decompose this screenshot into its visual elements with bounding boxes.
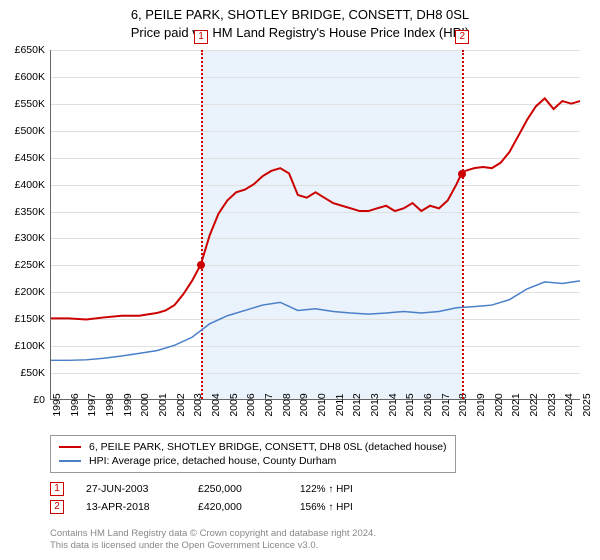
legend: 6, PEILE PARK, SHOTLEY BRIDGE, CONSETT, … (50, 435, 456, 473)
sale-number-box-2: 2 (50, 500, 64, 514)
footnote-line2: This data is licensed under the Open Gov… (50, 540, 376, 552)
legend-label-hpi: HPI: Average price, detached house, Coun… (89, 455, 336, 467)
y-tick-label: £250K (15, 259, 45, 271)
y-tick-label: £200K (15, 286, 45, 298)
sales-table: 1 27-JUN-2003 £250,000 122% ↑ HPI 2 13-A… (50, 480, 353, 516)
sales-row-1: 1 27-JUN-2003 £250,000 122% ↑ HPI (50, 480, 353, 498)
y-tick-label: £600K (15, 71, 45, 83)
y-tick-label: £300K (15, 232, 45, 244)
series-line-property (51, 98, 580, 319)
sales-row-2: 2 13-APR-2018 £420,000 156% ↑ HPI (50, 498, 353, 516)
legend-label-property: 6, PEILE PARK, SHOTLEY BRIDGE, CONSETT, … (89, 441, 447, 453)
y-tick-label: £450K (15, 152, 45, 164)
legend-swatch-property (59, 446, 81, 448)
sale-price-2: £420,000 (198, 501, 278, 513)
y-tick-label: £150K (15, 313, 45, 325)
footnote: Contains HM Land Registry data © Crown c… (50, 528, 376, 552)
y-tick-label: £0 (33, 394, 45, 406)
sale-date-2: 13-APR-2018 (86, 501, 176, 513)
y-tick-label: £350K (15, 206, 45, 218)
title-block: 6, PEILE PARK, SHOTLEY BRIDGE, CONSETT, … (0, 0, 600, 41)
chart-lines-svg (51, 50, 580, 399)
x-tick-label: 2025 (581, 393, 593, 416)
sale-price-1: £250,000 (198, 483, 278, 495)
sale-number-box-1: 1 (50, 482, 64, 496)
chart-container: 6, PEILE PARK, SHOTLEY BRIDGE, CONSETT, … (0, 0, 600, 560)
y-tick-label: £100K (15, 340, 45, 352)
y-tick-label: £650K (15, 44, 45, 56)
title-subtitle: Price paid vs. HM Land Registry's House … (0, 24, 600, 42)
sale-marker-box: 2 (455, 30, 469, 44)
legend-row-hpi: HPI: Average price, detached house, Coun… (59, 454, 447, 468)
y-tick-label: £400K (15, 179, 45, 191)
series-line-hpi (51, 281, 580, 360)
title-address: 6, PEILE PARK, SHOTLEY BRIDGE, CONSETT, … (0, 6, 600, 24)
sale-date-1: 27-JUN-2003 (86, 483, 176, 495)
y-tick-label: £50K (20, 367, 45, 379)
chart-plot-area: £0£50K£100K£150K£200K£250K£300K£350K£400… (50, 50, 580, 400)
y-tick-label: £500K (15, 125, 45, 137)
legend-row-property: 6, PEILE PARK, SHOTLEY BRIDGE, CONSETT, … (59, 440, 447, 454)
sale-hpi-delta-1: 122% ↑ HPI (300, 484, 353, 495)
y-tick-label: £550K (15, 98, 45, 110)
sale-dot (458, 170, 466, 178)
sale-hpi-delta-2: 156% ↑ HPI (300, 502, 353, 513)
sale-marker-box: 1 (194, 30, 208, 44)
footnote-line1: Contains HM Land Registry data © Crown c… (50, 528, 376, 540)
sale-dot (197, 261, 205, 269)
legend-swatch-hpi (59, 460, 81, 462)
